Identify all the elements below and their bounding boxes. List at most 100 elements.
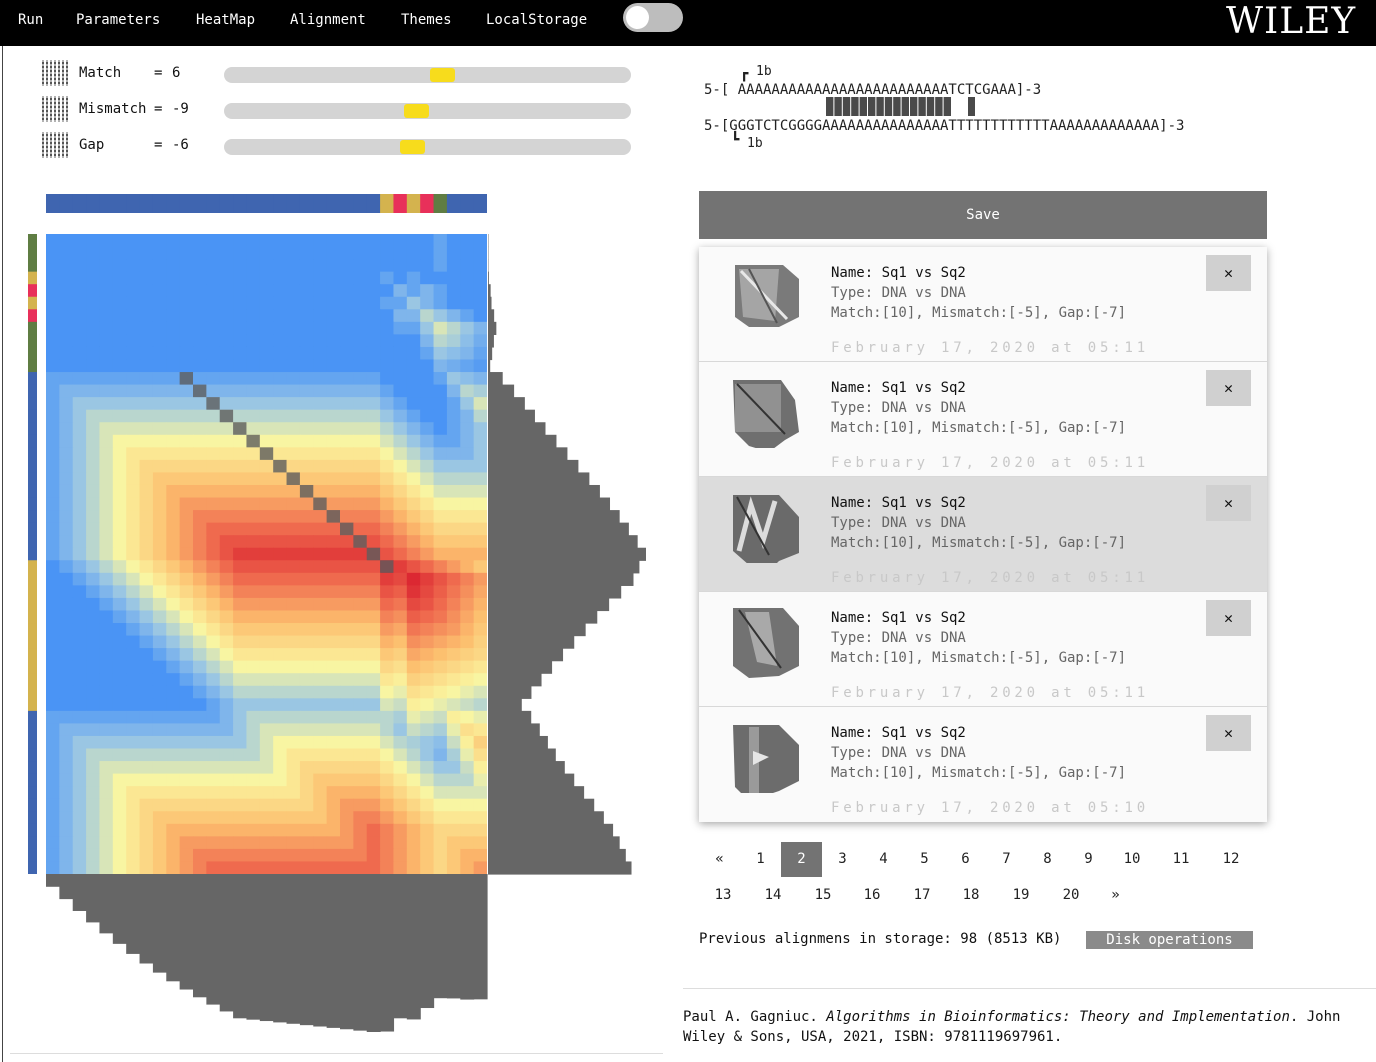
nav-themes[interactable]: Themes <box>401 12 452 28</box>
nav-parameters[interactable]: Parameters <box>76 12 161 28</box>
heatmap-cell <box>139 811 154 825</box>
heatmap-cell <box>366 572 381 586</box>
heatmap-cell <box>340 773 354 787</box>
heatmap-cell <box>286 560 301 574</box>
heatmap-cell <box>259 773 274 787</box>
row-score-bar <box>488 372 503 386</box>
heatmap-cell <box>273 397 288 411</box>
page-link[interactable]: 7 <box>1002 851 1011 867</box>
delete-alignment-button[interactable]: ✕ <box>1206 600 1251 636</box>
heatmap-cell <box>446 434 461 448</box>
saved-alignment-item[interactable]: Name: Sq1 vs Sq2 Type: DNA vs DNA Match:… <box>699 707 1267 822</box>
row-score-bar <box>488 798 595 812</box>
heatmap-cell <box>72 510 87 524</box>
heatmap-cell <box>353 848 368 863</box>
heatmap-cell <box>313 321 328 335</box>
page-link[interactable]: 19 <box>1012 887 1030 903</box>
page-link[interactable]: 20 <box>1062 887 1080 903</box>
nav-alignment[interactable]: Alignment <box>290 12 366 28</box>
save-button[interactable]: Save <box>699 191 1267 239</box>
heatmap-cell <box>206 836 221 850</box>
gap-slider[interactable] <box>224 139 631 155</box>
page-next[interactable]: » <box>1111 887 1120 903</box>
heatmap-cell <box>166 836 181 850</box>
page-prev[interactable]: « <box>715 851 724 867</box>
theme-toggle[interactable] <box>623 3 683 32</box>
saved-alignment-item[interactable]: Name: Sq1 vs Sq2 Type: DNA vs DNA Match:… <box>699 247 1267 362</box>
heatmap-cell <box>59 535 74 549</box>
heatmap-cell <box>446 321 461 335</box>
page-link[interactable]: 16 <box>863 887 881 903</box>
page-link[interactable]: 6 <box>961 851 970 867</box>
page-link[interactable]: 15 <box>814 887 832 903</box>
delete-alignment-button[interactable]: ✕ <box>1206 485 1251 521</box>
page-link[interactable]: 10 <box>1123 851 1141 867</box>
heatmap-cell <box>193 823 207 837</box>
heatmap-cell <box>179 811 194 825</box>
heatmap-cell <box>179 773 194 787</box>
heatmap-cell <box>259 484 274 499</box>
alignment-heatmap[interactable] <box>46 234 487 874</box>
heatmap-cell <box>406 472 421 486</box>
page-link[interactable]: 18 <box>962 887 980 903</box>
delete-alignment-button[interactable]: ✕ <box>1206 370 1251 406</box>
page-link[interactable]: 9 <box>1084 851 1093 867</box>
page-link[interactable]: 4 <box>879 851 888 867</box>
heatmap-cell <box>233 786 248 800</box>
heatmap-cell <box>259 761 274 775</box>
page-link[interactable]: 12 <box>1222 851 1240 867</box>
heatmap-cell <box>340 309 354 323</box>
slider-thumb[interactable] <box>403 104 429 118</box>
heatmap-cell <box>112 723 127 737</box>
nav-run[interactable]: Run <box>18 12 44 28</box>
page-link[interactable]: 11 <box>1172 851 1190 867</box>
page-link[interactable]: 3 <box>838 851 847 867</box>
heatmap-cell <box>273 422 288 436</box>
saved-alignment-item[interactable]: Name: Sq1 vs Sq2 Type: DNA vs DNA Match:… <box>699 477 1267 592</box>
mismatch-slider[interactable] <box>224 103 631 119</box>
heatmap-cell <box>179 434 194 448</box>
heatmap-cell <box>420 623 435 637</box>
heatmap-cell <box>313 861 328 874</box>
heatmap-cell <box>433 346 448 361</box>
heatmap-cell <box>393 459 408 474</box>
page-link[interactable]: 13 <box>714 887 732 903</box>
saved-alignment-item[interactable]: Name: Sq1 vs Sq2 Type: DNA vs DNA Match:… <box>699 362 1267 477</box>
delete-alignment-button[interactable]: ✕ <box>1206 715 1251 751</box>
page-link[interactable]: 1 <box>756 851 765 867</box>
heatmap-cell <box>353 346 368 361</box>
heatmap-cell <box>393 610 408 624</box>
seq2-nucleotide <box>28 811 37 825</box>
heatmap-cell <box>340 422 354 436</box>
heatmap-cell <box>460 484 475 499</box>
seq1-nucleotide <box>366 194 381 213</box>
nav-localstorage[interactable]: LocalStorage <box>486 12 588 28</box>
heatmap-cell <box>46 761 60 775</box>
match-slider[interactable] <box>224 67 631 83</box>
heatmap-cell <box>326 748 341 762</box>
heatmap-cell <box>326 246 341 260</box>
disk-operations-button[interactable]: Disk operations <box>1086 931 1253 949</box>
slider-thumb[interactable] <box>430 68 456 82</box>
heatmap-cell <box>86 748 101 762</box>
heatmap-cell <box>446 761 461 775</box>
page-link[interactable]: 14 <box>764 887 782 903</box>
heatmap-cell <box>273 409 288 423</box>
delete-alignment-button[interactable]: ✕ <box>1206 255 1251 291</box>
heatmap-cell <box>246 522 261 536</box>
heatmap-cell <box>299 811 314 825</box>
match-indicator <box>876 97 884 116</box>
heatmap-cell <box>446 836 461 850</box>
page-link-active[interactable]: 2 <box>781 842 822 877</box>
heatmap-cell <box>460 409 475 423</box>
page-link[interactable]: 17 <box>913 887 931 903</box>
page-link[interactable]: 8 <box>1043 851 1052 867</box>
page-link[interactable]: 5 <box>920 851 929 867</box>
heatmap-cell <box>179 359 194 373</box>
heatmap-cell <box>393 422 408 436</box>
saved-alignment-item[interactable]: Name: Sq1 vs Sq2 Type: DNA vs DNA Match:… <box>699 592 1267 707</box>
nav-heatmap[interactable]: HeatMap <box>196 12 256 28</box>
slider-thumb[interactable] <box>399 140 425 154</box>
heatmap-cell <box>473 648 487 662</box>
heatmap-cell <box>406 673 421 687</box>
